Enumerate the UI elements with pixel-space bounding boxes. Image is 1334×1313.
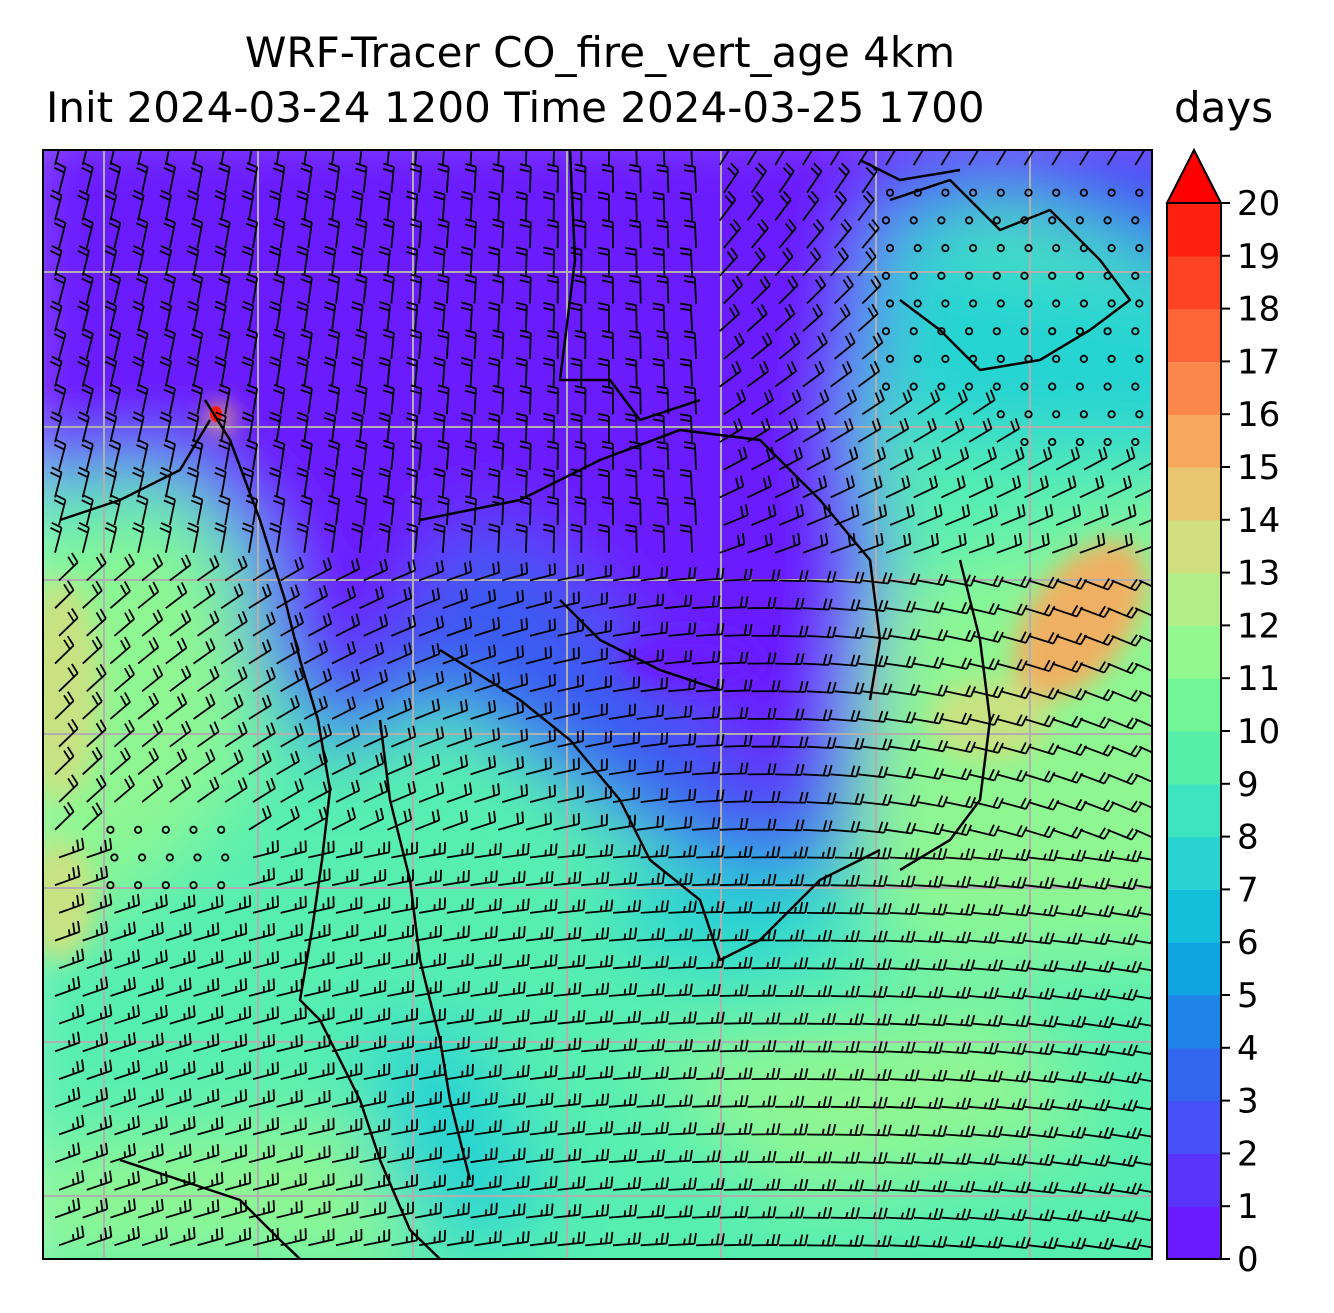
gridlines: [43, 150, 1152, 1259]
colorbar-bin: [1167, 625, 1221, 679]
colorbar-bin: [1167, 203, 1221, 257]
colorbar-bin: [1167, 995, 1221, 1049]
map-frame: [42, 149, 1153, 1260]
colorbar-tick-label: 20: [1237, 184, 1280, 224]
colorbar-tick-label: 19: [1237, 237, 1280, 277]
colorbar-bin: [1167, 678, 1221, 732]
colorbar-extend-arrow: [1165, 147, 1223, 204]
colorbar-tick-label: 8: [1237, 818, 1259, 858]
colorbar-tick-label: 6: [1237, 923, 1259, 963]
colorbar-bin: [1167, 1047, 1221, 1102]
colorbar-tick-label: 12: [1237, 606, 1280, 646]
colorbar-tick-label: 11: [1237, 659, 1280, 699]
colorbar-bin: [1167, 1206, 1221, 1260]
colorbar-bin: [1167, 414, 1221, 468]
colorbar-tick-label: 0: [1237, 1240, 1259, 1280]
colorbar-tick-label: 2: [1237, 1134, 1259, 1174]
colorbar-bin: [1167, 255, 1221, 310]
colorbar-bin: [1167, 836, 1221, 890]
colorbar-bin: [1167, 731, 1221, 785]
colorbar-bin: [1167, 1153, 1221, 1207]
colorbar-tick-label: 16: [1237, 395, 1280, 435]
colorbar-tick-label: 17: [1237, 342, 1280, 382]
colorbar-tick-label: 18: [1237, 290, 1280, 330]
colorbar-bin: [1167, 783, 1221, 838]
colorbar-bin: [1167, 1100, 1221, 1154]
colorbar-tick-label: 14: [1237, 501, 1280, 541]
colorbar-tick-label: 1: [1237, 1187, 1259, 1227]
colorbar-bin: [1167, 519, 1221, 574]
colorbar-bin: [1167, 889, 1221, 943]
colorbar-tick-label: 7: [1237, 870, 1259, 910]
colorbar-tick-label: 15: [1237, 448, 1280, 488]
colorbar-tick-label: 3: [1237, 1082, 1259, 1122]
colorbar-bin: [1167, 361, 1221, 415]
chart-title-line-2: Init 2024-03-24 1200 Time 2024-03-25 170…: [46, 83, 985, 132]
age-field: [43, 150, 1152, 1259]
colorbar-bin: [1167, 308, 1221, 362]
chart-title-line-1: WRF-Tracer CO_fire_vert_age 4km: [244, 28, 956, 77]
colorbar-tick-label: 9: [1237, 765, 1259, 805]
map-panel: [43, 150, 1152, 1259]
colorbar-bin: [1167, 942, 1221, 996]
colorbar-tick-label: 4: [1237, 1029, 1259, 1069]
colorbar-unit-label: days: [1174, 83, 1274, 132]
colorbar-tick-label: 5: [1237, 976, 1259, 1016]
colorbar-bin: [1167, 572, 1221, 626]
colorbar-tick-label: 13: [1237, 554, 1280, 594]
wind-barbs: [50, 150, 1152, 1251]
colorbar-tick-label: 10: [1237, 712, 1280, 752]
colorbar-bin: [1167, 467, 1221, 521]
